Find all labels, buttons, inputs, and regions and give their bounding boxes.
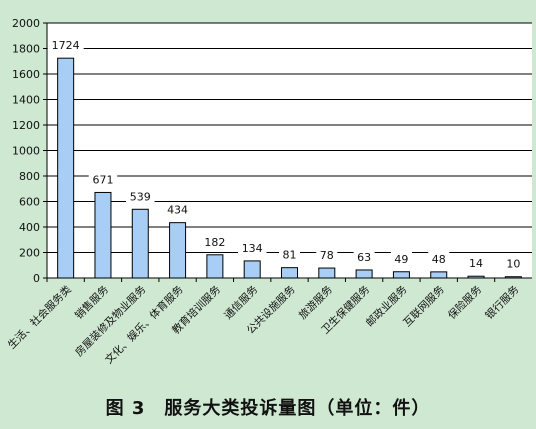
data-label-bg xyxy=(47,38,84,53)
category-label: 房屋装修及物业服务 xyxy=(72,283,148,359)
bar xyxy=(318,267,336,279)
bar xyxy=(392,271,410,279)
category-label: 旅游服务 xyxy=(296,283,335,322)
data-label: 134 xyxy=(242,242,263,255)
bar xyxy=(131,208,149,279)
data-label: 63 xyxy=(357,251,371,264)
data-label-bg xyxy=(279,247,300,262)
y-tick-label: 2000 xyxy=(12,17,40,30)
data-label-bg xyxy=(88,172,118,187)
data-label: 49 xyxy=(394,253,408,266)
data-label: 78 xyxy=(320,249,334,262)
data-label-bg xyxy=(465,256,487,271)
category-label: 生活、社会服务类 xyxy=(5,283,74,352)
data-label: 14 xyxy=(469,257,483,270)
data-label-bg xyxy=(126,189,155,204)
data-label-bg xyxy=(163,202,192,217)
data-label-bg xyxy=(502,256,524,271)
y-tick-label: 1400 xyxy=(12,94,40,107)
data-label: 81 xyxy=(283,249,297,262)
y-tick-label: 1600 xyxy=(12,68,40,81)
y-tick-label: 400 xyxy=(19,221,40,234)
y-tick-label: 1800 xyxy=(12,43,40,56)
bar xyxy=(169,222,187,279)
y-tick-label: 0 xyxy=(33,272,40,285)
data-label: 434 xyxy=(167,204,188,217)
data-label-bg xyxy=(390,251,412,266)
bar xyxy=(206,254,224,279)
data-label: 182 xyxy=(204,236,225,249)
category-label: 银行服务 xyxy=(483,283,522,322)
bar xyxy=(355,269,373,279)
bar xyxy=(57,57,75,279)
data-label: 10 xyxy=(506,258,520,271)
bar-chart: 0 200 400 600 800 1000 1200 1400 1600 1800 2000 172… xyxy=(5,17,532,366)
y-tick-label: 800 xyxy=(19,170,40,183)
data-label: 671 xyxy=(92,173,113,186)
y-tick-label: 600 xyxy=(19,196,40,209)
category-label: 通信服务 xyxy=(221,283,260,322)
data-label: 539 xyxy=(130,190,151,203)
category-label: 销售服务 xyxy=(72,283,111,322)
data-label-bg xyxy=(428,251,450,266)
y-tick-label: 1000 xyxy=(12,145,40,158)
data-label-bg xyxy=(237,240,267,255)
y-tick-label: 1200 xyxy=(12,119,40,132)
data-label: 48 xyxy=(432,253,446,266)
chart-title: 图 3 服务大类投诉量图（单位：件） xyxy=(105,398,431,419)
bar xyxy=(243,260,261,279)
bar xyxy=(281,267,298,279)
bar xyxy=(430,271,448,279)
category-label: 保险服务 xyxy=(445,283,484,322)
data-label-bg xyxy=(200,234,230,249)
bar xyxy=(94,191,112,279)
y-tick-label: 200 xyxy=(19,247,40,260)
category-label: 互联网服务 xyxy=(401,283,448,330)
data-label-bg xyxy=(353,249,375,264)
data-label: 1724 xyxy=(52,39,80,52)
data-label-bg xyxy=(316,248,338,263)
